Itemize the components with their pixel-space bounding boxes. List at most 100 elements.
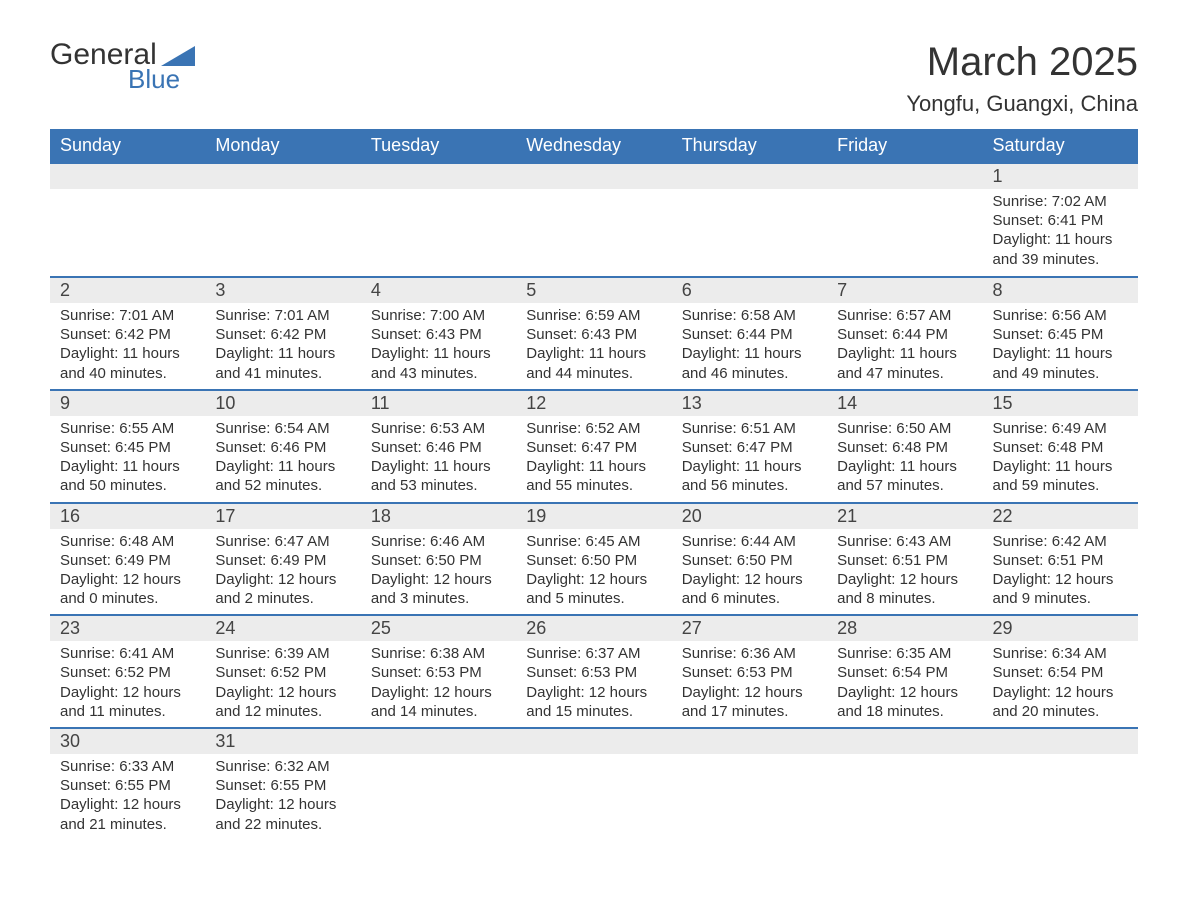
day-number: 30	[50, 729, 205, 754]
day-info: Sunrise: 6:35 AMSunset: 6:54 PMDaylight:…	[827, 641, 982, 727]
day-ss: Sunset: 6:53 PM	[682, 663, 817, 682]
day-d2: and 9 minutes.	[993, 589, 1128, 608]
day-ss: Sunset: 6:48 PM	[837, 438, 972, 457]
day-detail-cell: Sunrise: 6:43 AMSunset: 6:51 PMDaylight:…	[827, 529, 982, 616]
day-detail-cell: Sunrise: 6:55 AMSunset: 6:45 PMDaylight:…	[50, 416, 205, 503]
day-d1: Daylight: 11 hours	[993, 230, 1128, 249]
day-d2: and 11 minutes.	[60, 702, 195, 721]
day-number-cell	[205, 163, 360, 189]
day-number: 6	[672, 278, 827, 303]
day-info: Sunrise: 6:52 AMSunset: 6:47 PMDaylight:…	[516, 416, 671, 502]
day-number-cell	[361, 728, 516, 754]
day-detail-cell: Sunrise: 7:00 AMSunset: 6:43 PMDaylight:…	[361, 303, 516, 390]
day-info: Sunrise: 7:00 AMSunset: 6:43 PMDaylight:…	[361, 303, 516, 389]
day-number: 3	[205, 278, 360, 303]
day-number-cell: 27	[672, 615, 827, 641]
day-d1: Daylight: 11 hours	[993, 457, 1128, 476]
week-daynum-row: 3031	[50, 728, 1138, 754]
day-detail-cell: Sunrise: 6:36 AMSunset: 6:53 PMDaylight:…	[672, 641, 827, 728]
day-sr: Sunrise: 6:57 AM	[837, 306, 972, 325]
day-number-cell: 30	[50, 728, 205, 754]
day-d1: Daylight: 11 hours	[682, 457, 817, 476]
day-number-cell	[672, 163, 827, 189]
day-info: Sunrise: 6:56 AMSunset: 6:45 PMDaylight:…	[983, 303, 1138, 389]
day-info: Sunrise: 6:49 AMSunset: 6:48 PMDaylight:…	[983, 416, 1138, 502]
day-sr: Sunrise: 6:55 AM	[60, 419, 195, 438]
day-detail-cell: Sunrise: 6:50 AMSunset: 6:48 PMDaylight:…	[827, 416, 982, 503]
day-number-cell: 25	[361, 615, 516, 641]
day-number: 7	[827, 278, 982, 303]
day-d1: Daylight: 11 hours	[60, 344, 195, 363]
day-number: 26	[516, 616, 671, 641]
day-d2: and 6 minutes.	[682, 589, 817, 608]
day-d2: and 47 minutes.	[837, 364, 972, 383]
day-number: 13	[672, 391, 827, 416]
day-number-cell: 15	[983, 390, 1138, 416]
day-number: 31	[205, 729, 360, 754]
day-info: Sunrise: 6:38 AMSunset: 6:53 PMDaylight:…	[361, 641, 516, 727]
day-d2: and 52 minutes.	[215, 476, 350, 495]
day-d1: Daylight: 12 hours	[215, 795, 350, 814]
day-sr: Sunrise: 6:37 AM	[526, 644, 661, 663]
day-d2: and 14 minutes.	[371, 702, 506, 721]
dow-header: Thursday	[672, 129, 827, 163]
day-number: 10	[205, 391, 360, 416]
week-daynum-row: 23242526272829	[50, 615, 1138, 641]
day-number-cell: 7	[827, 277, 982, 303]
day-sr: Sunrise: 7:02 AM	[993, 192, 1128, 211]
day-number-cell: 19	[516, 503, 671, 529]
day-info: Sunrise: 6:37 AMSunset: 6:53 PMDaylight:…	[516, 641, 671, 727]
day-info: Sunrise: 6:58 AMSunset: 6:44 PMDaylight:…	[672, 303, 827, 389]
day-info: Sunrise: 6:47 AMSunset: 6:49 PMDaylight:…	[205, 529, 360, 615]
day-ss: Sunset: 6:43 PM	[526, 325, 661, 344]
day-sr: Sunrise: 7:01 AM	[215, 306, 350, 325]
day-detail-cell: Sunrise: 6:51 AMSunset: 6:47 PMDaylight:…	[672, 416, 827, 503]
day-d2: and 53 minutes.	[371, 476, 506, 495]
day-ss: Sunset: 6:54 PM	[837, 663, 972, 682]
day-number-cell	[361, 163, 516, 189]
day-ss: Sunset: 6:55 PM	[215, 776, 350, 795]
day-detail-cell: Sunrise: 6:48 AMSunset: 6:49 PMDaylight:…	[50, 529, 205, 616]
day-d2: and 57 minutes.	[837, 476, 972, 495]
day-d2: and 46 minutes.	[682, 364, 817, 383]
week-daynum-row: 16171819202122	[50, 503, 1138, 529]
day-sr: Sunrise: 6:44 AM	[682, 532, 817, 551]
day-number-cell	[672, 728, 827, 754]
day-detail-cell	[516, 754, 671, 840]
day-d1: Daylight: 11 hours	[526, 457, 661, 476]
day-number-cell: 3	[205, 277, 360, 303]
day-d2: and 59 minutes.	[993, 476, 1128, 495]
day-detail-cell: Sunrise: 6:39 AMSunset: 6:52 PMDaylight:…	[205, 641, 360, 728]
day-ss: Sunset: 6:43 PM	[371, 325, 506, 344]
day-d2: and 55 minutes.	[526, 476, 661, 495]
day-number: 2	[50, 278, 205, 303]
day-sr: Sunrise: 6:41 AM	[60, 644, 195, 663]
day-info: Sunrise: 6:39 AMSunset: 6:52 PMDaylight:…	[205, 641, 360, 727]
day-detail-cell	[50, 189, 205, 277]
day-d1: Daylight: 12 hours	[60, 570, 195, 589]
day-ss: Sunset: 6:44 PM	[682, 325, 817, 344]
day-ss: Sunset: 6:50 PM	[682, 551, 817, 570]
day-info: Sunrise: 7:01 AMSunset: 6:42 PMDaylight:…	[205, 303, 360, 389]
day-info: Sunrise: 6:36 AMSunset: 6:53 PMDaylight:…	[672, 641, 827, 727]
day-number: 29	[983, 616, 1138, 641]
day-d2: and 20 minutes.	[993, 702, 1128, 721]
day-ss: Sunset: 6:45 PM	[60, 438, 195, 457]
day-number: 22	[983, 504, 1138, 529]
day-number-cell: 18	[361, 503, 516, 529]
day-detail-cell: Sunrise: 6:33 AMSunset: 6:55 PMDaylight:…	[50, 754, 205, 840]
day-number: 24	[205, 616, 360, 641]
day-ss: Sunset: 6:44 PM	[837, 325, 972, 344]
day-info: Sunrise: 6:32 AMSunset: 6:55 PMDaylight:…	[205, 754, 360, 840]
day-number: 21	[827, 504, 982, 529]
day-number: 18	[361, 504, 516, 529]
day-d2: and 56 minutes.	[682, 476, 817, 495]
day-detail-cell: Sunrise: 6:45 AMSunset: 6:50 PMDaylight:…	[516, 529, 671, 616]
day-detail-cell	[827, 189, 982, 277]
day-d2: and 40 minutes.	[60, 364, 195, 383]
day-d2: and 50 minutes.	[60, 476, 195, 495]
dow-header: Monday	[205, 129, 360, 163]
day-number: 1	[983, 164, 1138, 189]
day-number-cell	[827, 728, 982, 754]
day-detail-cell: Sunrise: 6:59 AMSunset: 6:43 PMDaylight:…	[516, 303, 671, 390]
